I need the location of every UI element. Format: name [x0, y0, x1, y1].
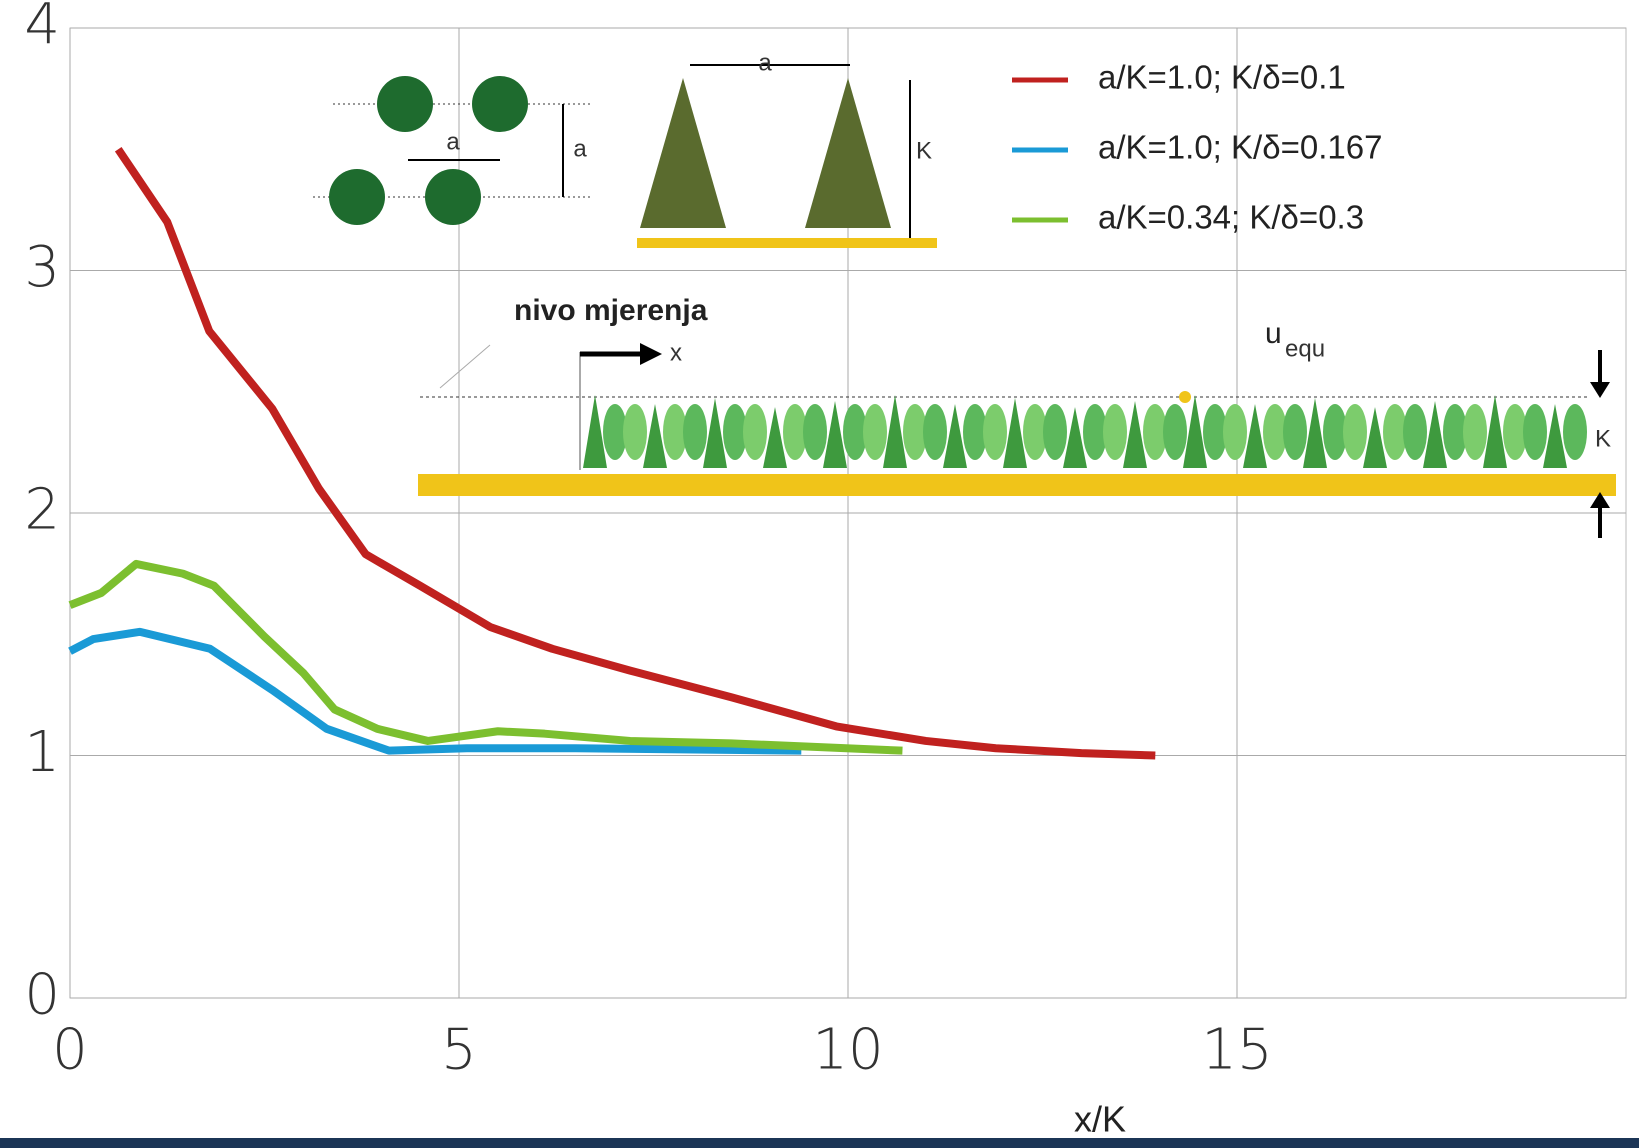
- legend-label: a/K=1.0; K/δ=0.1: [1098, 59, 1346, 96]
- tree: [1463, 404, 1487, 460]
- tree: [1543, 404, 1567, 468]
- tree: [783, 404, 807, 460]
- y-tick-label: 0: [24, 962, 60, 1027]
- data-line: [68, 627, 802, 755]
- tree: [1323, 404, 1347, 460]
- tree: [1083, 404, 1107, 460]
- tree: [623, 404, 647, 460]
- tree: [1443, 404, 1467, 460]
- tree: [1303, 398, 1327, 468]
- y-tick-label: 4: [24, 0, 60, 57]
- tree: [1343, 404, 1367, 460]
- tree: [1403, 404, 1427, 460]
- x-tick-label: 10: [812, 1017, 883, 1082]
- tree: [943, 404, 967, 468]
- tree: [1043, 404, 1067, 460]
- tree: [1563, 404, 1587, 460]
- annotation: a: [446, 128, 460, 155]
- tree: [1383, 404, 1407, 460]
- tree: [863, 404, 887, 460]
- tree: [923, 404, 947, 460]
- x-tick-label: 5: [441, 1017, 477, 1082]
- tree: [1483, 395, 1507, 468]
- x-tick-label: 0: [52, 1017, 88, 1082]
- tree: [583, 395, 607, 468]
- tree: [663, 404, 687, 460]
- annotation: a: [758, 49, 772, 76]
- tree: [883, 395, 907, 468]
- data-line: [114, 147, 1156, 760]
- y-tick-label: 2: [24, 477, 60, 542]
- tree: [1103, 404, 1127, 460]
- annotation: K: [1595, 425, 1611, 452]
- tree: [1523, 404, 1547, 460]
- x-tick-label: 15: [1201, 1017, 1272, 1082]
- tree: [703, 398, 727, 468]
- tree: [1183, 395, 1207, 468]
- tree: [643, 404, 667, 468]
- tree: [603, 404, 627, 460]
- tree: [763, 407, 787, 468]
- tree: [1223, 404, 1247, 460]
- tree: [1063, 407, 1087, 468]
- annotation: K: [916, 137, 932, 164]
- annotation: equ: [1285, 335, 1325, 362]
- legend-label: a/K=0.34; K/δ=0.3: [1098, 199, 1364, 236]
- tree: [1363, 407, 1387, 468]
- y-tick-label: 1: [24, 720, 60, 785]
- x-axis-label: x/K: [1074, 1099, 1126, 1140]
- grid: [69, 27, 1627, 999]
- tree: [1123, 401, 1147, 468]
- tree: [1023, 404, 1047, 460]
- tree: [1143, 404, 1167, 460]
- tree: [1003, 398, 1027, 468]
- tree: [683, 404, 707, 460]
- tree: [963, 404, 987, 460]
- tree: [1163, 404, 1187, 460]
- tree: [803, 404, 827, 460]
- tree: [1283, 404, 1307, 460]
- tree: [1423, 401, 1447, 468]
- data-line: [68, 559, 903, 755]
- tree: [723, 404, 747, 460]
- tree: [1203, 404, 1227, 460]
- annotation: nivo mjerenja: [514, 294, 708, 327]
- tree: [843, 404, 867, 460]
- y-tick-label: 3: [24, 235, 60, 300]
- legend-label: a/K=1.0; K/δ=0.167: [1098, 129, 1382, 166]
- tree: [903, 404, 927, 460]
- bottom-band: [0, 1138, 1639, 1148]
- tree: [823, 401, 847, 468]
- tree: [743, 404, 767, 460]
- tree: [1503, 404, 1527, 460]
- annotation: u: [1265, 317, 1282, 350]
- annotation: a: [573, 135, 587, 162]
- tree: [983, 404, 1007, 460]
- tree: [1263, 404, 1287, 460]
- tree: [1243, 404, 1267, 468]
- illustration: [313, 64, 1616, 538]
- annotation: x: [670, 339, 682, 366]
